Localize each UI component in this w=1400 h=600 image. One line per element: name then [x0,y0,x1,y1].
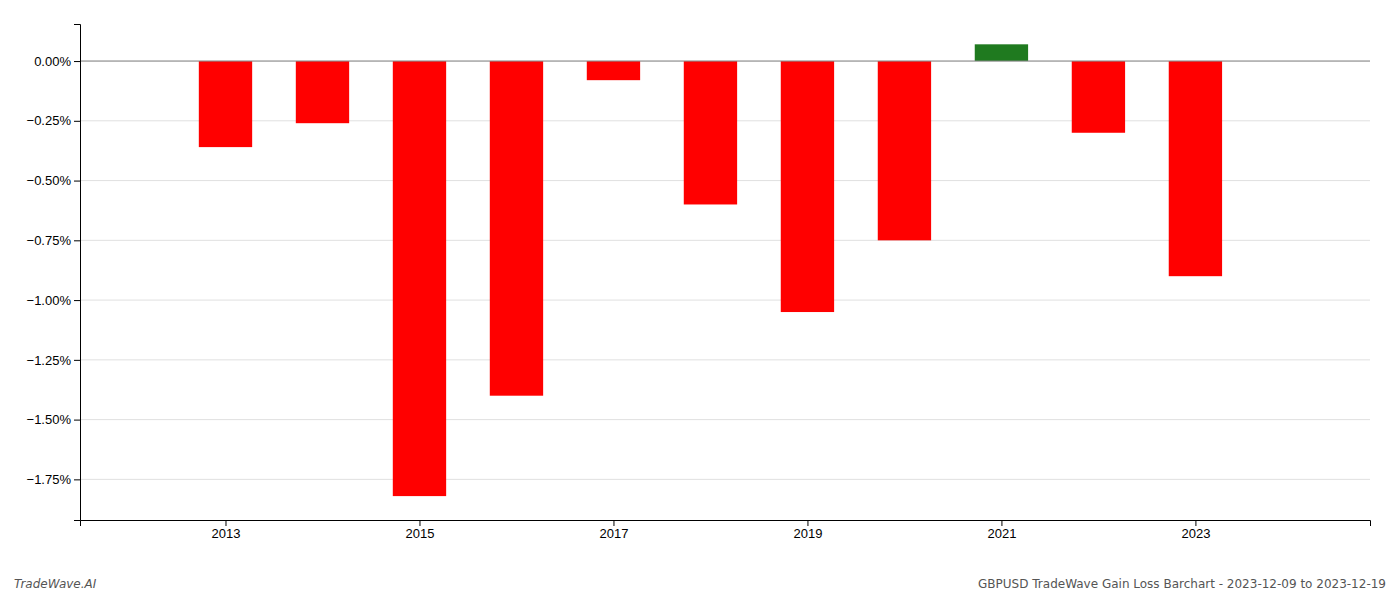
x-tick-mark [419,520,420,526]
y-tick-label: 0.00% [34,54,71,69]
grid-line [80,359,1370,360]
bar [684,61,737,204]
y-tick-mark [74,240,80,241]
bar [490,61,543,396]
x-tick-mark [613,520,614,526]
y-tick-label: −1.25% [27,353,72,368]
bar [199,61,252,147]
y-tick: −0.50% [27,173,80,188]
x-tick-label: 2013 [212,526,241,541]
x-tick-label: 2023 [1181,526,1210,541]
y-tick-label: −0.75% [27,233,72,248]
bar [975,44,1028,61]
chart: 0.00% −0.25% −0.50% −0.75% −1.00% −1.25% −1.50… [0,0,1400,600]
y-axis-line [74,25,81,521]
y-tick: −0.75% [27,233,80,248]
zero-line [80,61,1370,62]
y-axis: 0.00% −0.25% −0.50% −0.75% −1.00% −1.25% −1.50… [27,25,81,521]
y-tick: −0.25% [27,113,80,128]
bar [587,61,640,80]
y-tick: −1.50% [27,412,80,427]
x-tick-label: 2021 [987,526,1016,541]
x-tick-label: 2015 [406,526,435,541]
x-tick: 2019 [793,520,822,541]
y-tick: −1.00% [27,293,80,308]
y-tick: 0.00% [34,54,80,69]
y-tick: −1.25% [27,353,80,368]
footer-right: GBPUSD TradeWave Gain Loss Barchart - 20… [978,577,1386,591]
grid [80,61,1370,479]
y-tick-mark [74,420,80,421]
y-tick-label: −1.50% [27,412,72,427]
bar [296,61,349,123]
y-tick-mark [74,61,80,62]
x-tick: 2017 [599,520,628,541]
grid-line [80,479,1370,480]
x-tick-label: 2019 [793,526,822,541]
bar [878,61,931,240]
grid-line [80,419,1370,420]
x-tick: 2021 [987,520,1016,541]
x-tick-mark [1195,520,1196,526]
y-tick-mark [74,479,80,480]
bar [1072,61,1125,133]
grid-line [80,61,1370,62]
footer-left: TradeWave.AI [14,577,97,591]
x-axis-line [81,521,1371,527]
x-tick-label: 2017 [599,526,628,541]
x-tick: 2023 [1181,520,1210,541]
x-tick: 2013 [212,520,241,541]
y-tick-label: −1.00% [27,293,72,308]
x-tick: 2015 [406,520,435,541]
x-tick-mark [1001,520,1002,526]
x-tick-mark [807,520,808,526]
y-tick-label: −0.50% [27,173,72,188]
y-tick-label: −1.75% [27,472,72,487]
bar [393,61,446,496]
plot: 0.00% −0.25% −0.50% −0.75% −1.00% −1.25% −1.50… [27,25,1371,542]
y-tick-mark [74,360,80,361]
bar [781,61,834,312]
x-axis: 2013 2015 2017 2019 2021 2023 [81,520,1371,541]
y-tick-label: −0.25% [27,113,72,128]
y-tick-mark [74,181,80,182]
x-tick-mark [225,520,226,526]
bar [1169,61,1222,276]
y-tick: −1.75% [27,472,80,487]
bars [199,44,1222,496]
grid-line [80,300,1370,301]
y-tick-mark [74,121,80,122]
y-tick-mark [74,300,80,301]
